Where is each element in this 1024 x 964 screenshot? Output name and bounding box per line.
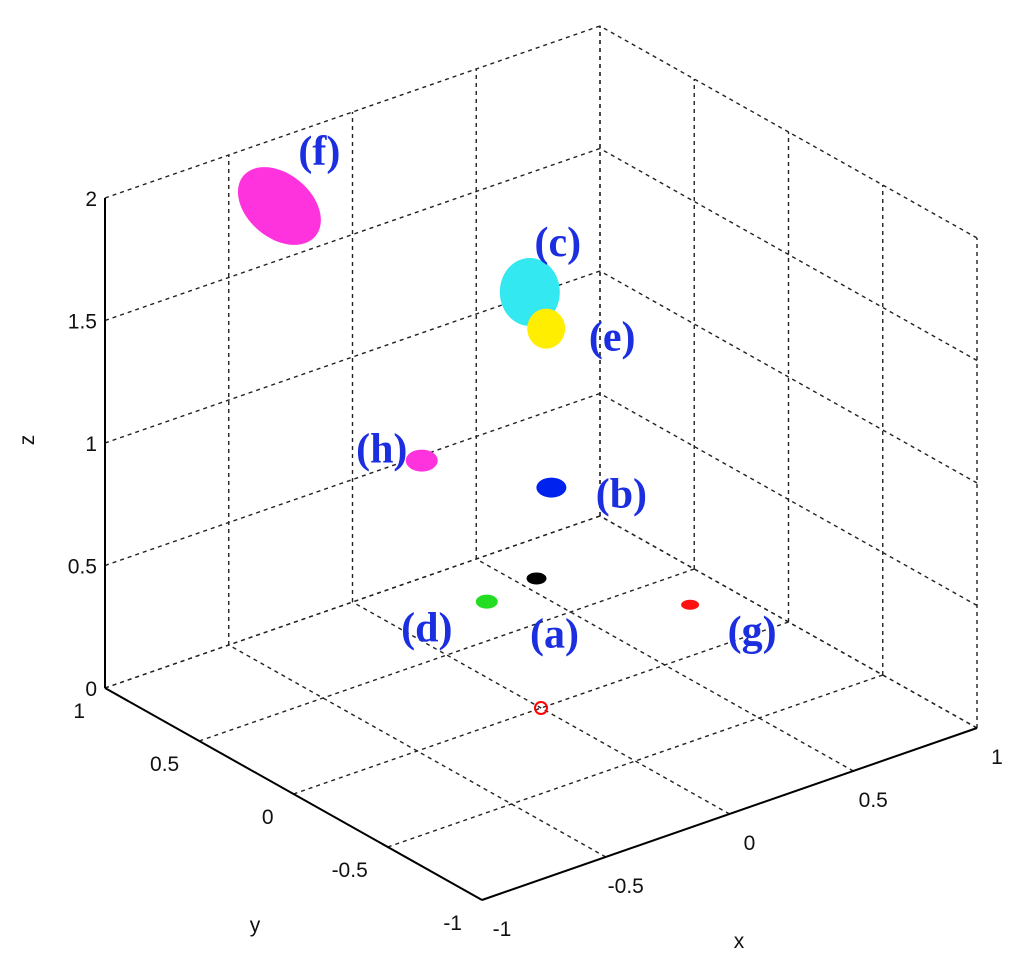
data-point xyxy=(681,599,700,610)
point-label: (g) xyxy=(728,609,777,655)
x-tick-label: -1 xyxy=(493,918,512,941)
grid-line xyxy=(599,392,978,607)
point-label: (b) xyxy=(596,472,647,518)
y-tick-label: 0 xyxy=(262,806,274,829)
data-point xyxy=(536,477,567,498)
point-label: (d) xyxy=(401,606,452,652)
grid-line xyxy=(599,515,978,729)
data-point xyxy=(237,167,321,245)
grid-line xyxy=(352,601,730,815)
data-point xyxy=(527,308,566,349)
y-axis-line xyxy=(104,687,483,901)
z-tick-label: 0.5 xyxy=(68,556,97,579)
grid-lines xyxy=(104,25,978,901)
y-tick-label: -0.5 xyxy=(332,859,368,882)
y-axis-label: y xyxy=(250,914,261,937)
z-tick-label: 2 xyxy=(85,188,97,211)
x-axis-line xyxy=(481,727,978,901)
data-point xyxy=(475,594,498,609)
grid-line xyxy=(387,674,883,848)
y-tick-label: 0.5 xyxy=(150,753,179,776)
y-tick-label: -1 xyxy=(443,912,462,935)
grid-line xyxy=(599,270,978,484)
data-points xyxy=(237,167,700,715)
x-tick-label: 1 xyxy=(991,746,1003,769)
point-labels: (a) (b) (c) (d) (e) (f) (g) (h) xyxy=(298,129,776,657)
x-tick-label: 0.5 xyxy=(859,789,888,812)
z-tick-label: 1.5 xyxy=(68,311,97,334)
point-label: (f) xyxy=(298,129,340,175)
point-label: (h) xyxy=(356,427,407,473)
grid-line xyxy=(199,568,695,742)
point-label: (a) xyxy=(530,611,579,657)
axes-frame xyxy=(104,198,978,901)
point-label: (c) xyxy=(534,220,581,266)
origin-marker xyxy=(534,701,548,715)
z-tick-label: 1 xyxy=(85,433,97,456)
z-tick-label: 0 xyxy=(85,678,97,701)
point-label: (e) xyxy=(589,315,636,361)
y-tick-label: 1 xyxy=(73,700,85,723)
tick-labels: 0 0.5 1 1.5 2 -1 -0.5 0 0.5 1 -1 -0.5 0 0.5 1 xyxy=(68,188,1003,941)
z-axis-label: z xyxy=(16,435,39,446)
x-tick-label: 0 xyxy=(744,832,756,855)
grid-line xyxy=(599,147,978,362)
data-point xyxy=(526,572,547,585)
grid-line xyxy=(599,25,978,239)
x-axis-label: x xyxy=(734,930,745,953)
grid-line xyxy=(104,25,601,199)
data-point xyxy=(405,449,438,472)
x-tick-label: -0.5 xyxy=(608,875,644,898)
